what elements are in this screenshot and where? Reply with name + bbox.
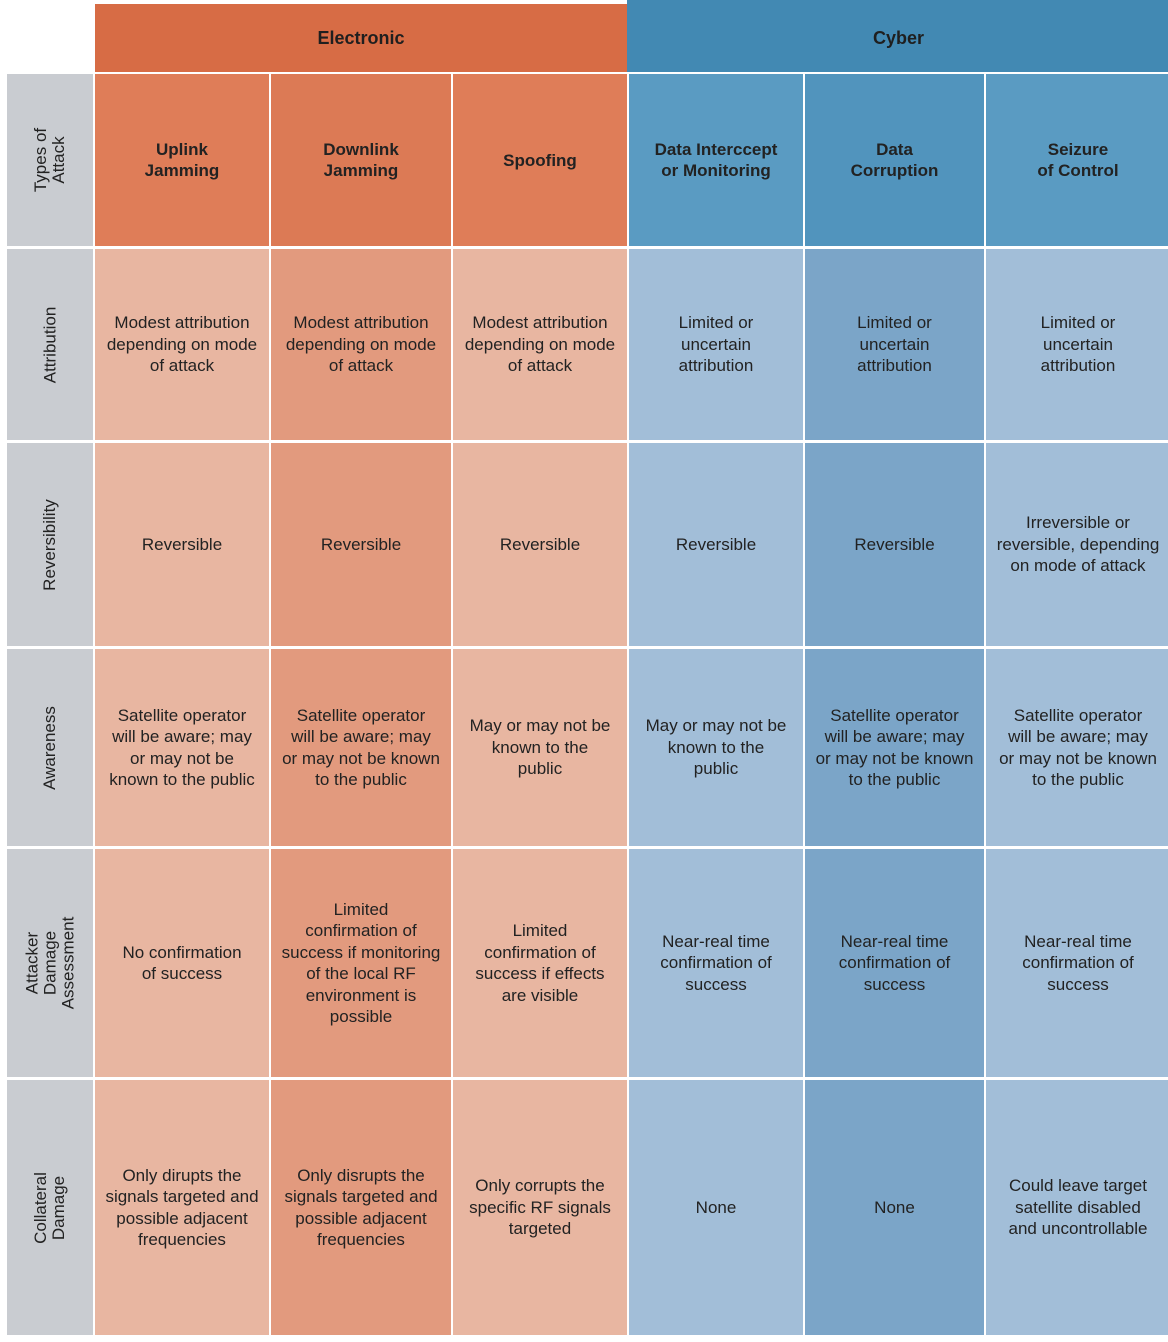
table-cell: Reversible <box>805 443 984 646</box>
column-header-data-intercept: Data Interccept or Monitoring <box>629 74 803 246</box>
row-label-collateral-damage: Collateral Damage <box>7 1080 93 1335</box>
table-cell: Only disrupts the signals targeted and p… <box>271 1080 451 1335</box>
table-cell: Irreversible or reversible, depending on… <box>986 443 1168 646</box>
table-cell: Only corrupts the specific RF signals ta… <box>453 1080 627 1335</box>
table-cell: Reversible <box>95 443 269 646</box>
table-cell: Near-real time confirmation of success <box>805 849 984 1077</box>
table-cell: Satellite operator will be aware; may or… <box>95 649 269 846</box>
table-cell: May or may not be known to the public <box>453 649 627 846</box>
column-header-downlink-jamming: Downlink Jamming <box>271 74 451 246</box>
table-cell: Reversible <box>629 443 803 646</box>
table-cell: Only dirupts the signals targeted and po… <box>95 1080 269 1335</box>
table-cell: Modest attribution depending on mode of … <box>271 249 451 440</box>
table-cell: Modest attribution depending on mode of … <box>453 249 627 440</box>
table-cell: Limited or uncertain attribution <box>805 249 984 440</box>
table-cell: May or may not be known to the public <box>629 649 803 846</box>
column-header-seizure-of-control: Seizure of Control <box>986 74 1168 246</box>
table-cell: Reversible <box>453 443 627 646</box>
row-label-awareness: Awareness <box>7 649 93 846</box>
table-cell: Reversible <box>271 443 451 646</box>
row-label-attacker-damage-assessment: Attacker Damage Assessment <box>7 849 93 1077</box>
table-cell: Modest attribution depending on mode of … <box>95 249 269 440</box>
group-header-electronic: Electronic <box>95 4 627 72</box>
row-label-reversibility: Reversibility <box>7 443 93 646</box>
table-cell: Limited or uncertain attribution <box>629 249 803 440</box>
table-cell: Could leave target satellite disabled an… <box>986 1080 1168 1335</box>
table-cell: No confirmation of success <box>95 849 269 1077</box>
table-cell: Limited confirmation of success if effec… <box>453 849 627 1077</box>
table-cell: Near-real time confirmation of success <box>629 849 803 1077</box>
table-cell: None <box>805 1080 984 1335</box>
column-header-spoofing: Spoofing <box>453 74 627 246</box>
table-cell: Limited or uncertain attribution <box>986 249 1168 440</box>
group-header-cyber: Cyber <box>627 0 1168 72</box>
table-cell: Near-real time confirmation of success <box>986 849 1168 1077</box>
column-header-uplink-jamming: Uplink Jamming <box>95 74 269 246</box>
row-label-types-of-attack: Types of Attack <box>7 74 93 246</box>
table-cell: None <box>629 1080 803 1335</box>
table-cell: Satellite operator will be aware; may or… <box>805 649 984 846</box>
table-cell: Limited confirmation of success if monit… <box>271 849 451 1077</box>
table-cell: Satellite operator will be aware; may or… <box>986 649 1168 846</box>
table-cell: Satellite operator will be aware; may or… <box>271 649 451 846</box>
column-header-data-corruption: Data Corruption <box>805 74 984 246</box>
row-label-attribution: Attribution <box>7 249 93 440</box>
